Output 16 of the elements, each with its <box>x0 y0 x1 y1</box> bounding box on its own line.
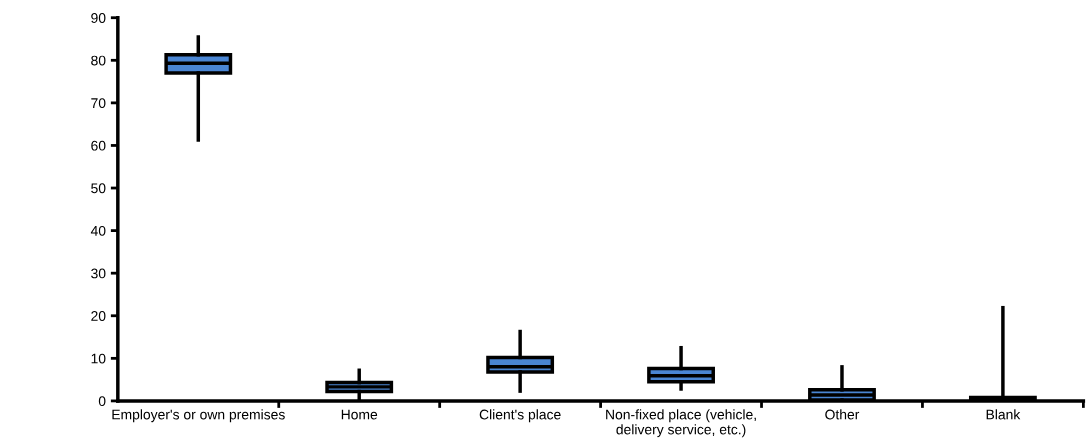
y-tick-label: 80 <box>91 55 106 66</box>
x-tick-label: Employer's or own premises <box>112 409 285 423</box>
x-tick-label: Home <box>341 409 378 420</box>
y-tick-label: 90 <box>91 13 106 23</box>
y-tick-label: 30 <box>91 268 106 279</box>
y-tick-label: 40 <box>90 225 106 236</box>
y-tick-label: 70 <box>91 98 106 109</box>
x-tick-label: Other <box>825 409 860 420</box>
x-tick-label: Non-fixed place (vehicle, delivery service, etc.) <box>606 409 756 438</box>
y-tick-label: 60 <box>91 140 106 151</box>
y-tick-label: 0 <box>98 396 106 407</box>
y-tick-label: 50 <box>91 183 106 194</box>
x-tick-label: Blank <box>986 409 1021 420</box>
y-tick-label: 10 <box>91 353 106 364</box>
x-tick-label: Client's place <box>479 409 561 423</box>
y-tick-label: 20 <box>91 311 106 321</box>
